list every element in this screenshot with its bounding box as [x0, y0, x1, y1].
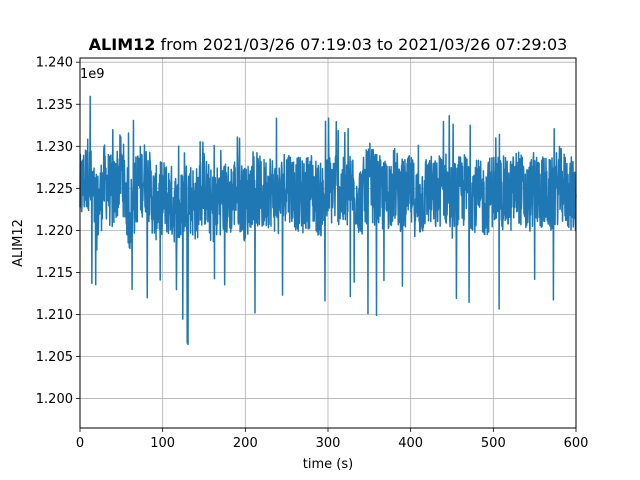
y-tick-label: 1.205 [36, 350, 73, 365]
y-tick-label: 1.240 [36, 56, 73, 71]
series-layer [79, 95, 577, 346]
chart-title-range: from 2021/03/26 07:19:03 to 2021/03/26 0… [155, 35, 567, 54]
chart-title-signal: ALIM12 [89, 35, 156, 54]
x-tick-label: 200 [233, 436, 258, 451]
y-tick-label: 1.220 [36, 224, 73, 239]
x-tick-label: 300 [316, 436, 341, 451]
x-tick-label: 0 [76, 436, 84, 451]
y-tick-label: 1.225 [36, 182, 73, 197]
y-tick-label: 1.200 [36, 392, 73, 407]
y-offset-label: 1e9 [80, 67, 105, 82]
y-tick-label: 1.230 [36, 140, 73, 155]
chart-title: ALIM12 from 2021/03/26 07:19:03 to 2021/… [89, 35, 568, 54]
x-tick-label: 400 [398, 436, 423, 451]
y-tick-label: 1.215 [36, 266, 73, 281]
x-tick-label: 500 [481, 436, 506, 451]
x-axis-ticks: 0 100 200 300 400 500 600 [76, 428, 589, 451]
y-tick-label: 1.210 [36, 308, 73, 323]
x-tick-label: 100 [150, 436, 175, 451]
y-axis-label: ALIM12 [11, 219, 26, 267]
y-axis-ticks: 1.200 1.205 1.210 1.215 1.220 1.225 1.230 1.235… [36, 56, 80, 407]
y-tick-label: 1.235 [36, 98, 73, 113]
x-axis-label: time (s) [303, 457, 353, 472]
series-line [79, 95, 577, 346]
x-tick-label: 600 [564, 436, 589, 451]
